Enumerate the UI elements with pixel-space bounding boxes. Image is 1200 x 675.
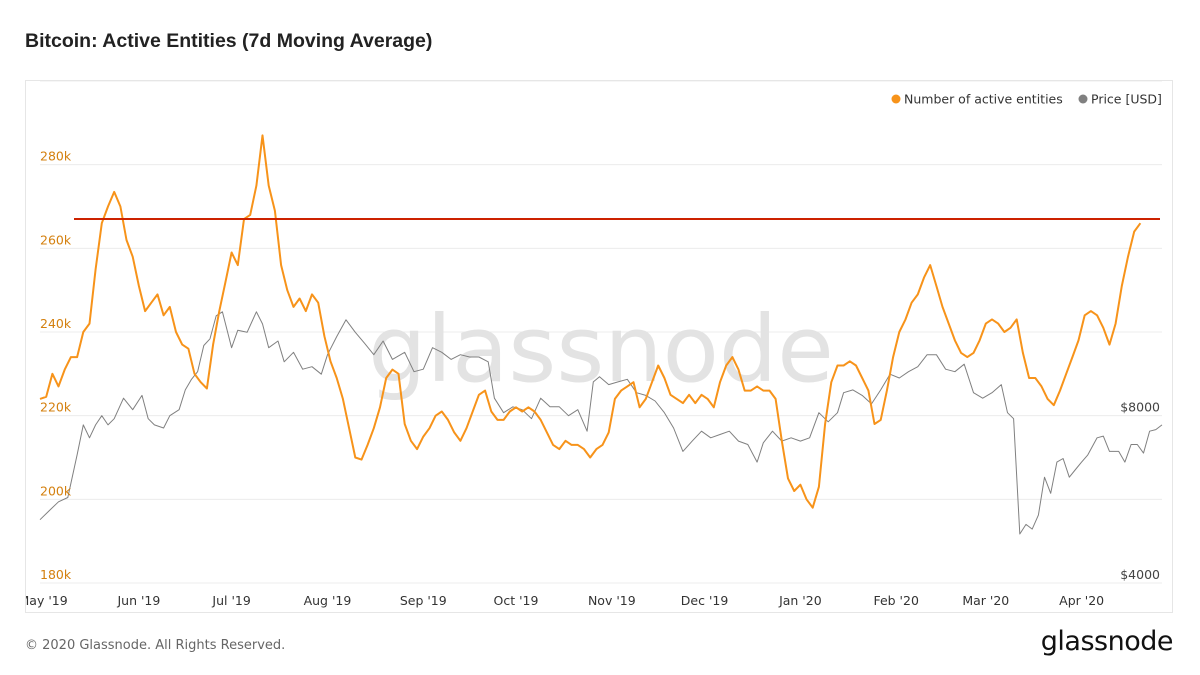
left-axis-tick-label: 240k bbox=[40, 316, 72, 331]
left-axis-tick-label: 220k bbox=[40, 400, 72, 415]
x-axis-tick-label: May '19 bbox=[26, 593, 68, 608]
watermark: glassnode bbox=[368, 296, 834, 403]
glassnode-logo: glassnode bbox=[1040, 626, 1174, 657]
x-axis-tick-label: Aug '19 bbox=[304, 593, 352, 608]
active-entities-series bbox=[39, 134, 1142, 509]
x-axis-tick-label: Apr '20 bbox=[1059, 593, 1104, 608]
chart-panel: glassnode 180k 200k 220k 240k 260k 280k $4000 $… bbox=[25, 80, 1173, 613]
chart-svg: glassnode 180k 200k 220k 240k 260k 280k $4000 $… bbox=[26, 81, 1163, 608]
legend-label: Number of active entities bbox=[904, 92, 1063, 107]
x-axis-tick-label: Dec '19 bbox=[681, 593, 729, 608]
x-axis-tick-label: Nov '19 bbox=[588, 593, 636, 608]
axes: 180k 200k 220k 240k 260k 280k $4000 $8000 May '1… bbox=[26, 149, 1160, 608]
left-axis-tick-label: 180k bbox=[40, 567, 72, 582]
legend-label: Price [USD] bbox=[1091, 92, 1162, 107]
x-axis-tick-label: Mar '20 bbox=[962, 593, 1009, 608]
legend-marker bbox=[891, 94, 901, 104]
right-axis-tick-label: $8000 bbox=[1120, 400, 1160, 415]
left-axis-tick-label: 260k bbox=[40, 232, 72, 247]
gridlines bbox=[40, 81, 1162, 584]
x-axis-tick-label: Jul '19 bbox=[211, 593, 250, 608]
x-axis-tick-label: Jan '20 bbox=[778, 593, 822, 608]
x-axis-tick-label: Oct '19 bbox=[494, 593, 539, 608]
x-axis-tick-label: Jun '19 bbox=[116, 593, 160, 608]
x-axis-tick-label: Feb '20 bbox=[873, 593, 918, 608]
page-title: Bitcoin: Active Entities (7d Moving Aver… bbox=[25, 30, 433, 52]
copyright-text: © 2020 Glassnode. All Rights Reserved. bbox=[25, 638, 286, 653]
price-series bbox=[39, 311, 1163, 535]
active-entities-line bbox=[39, 134, 1142, 509]
x-axis-tick-label: Sep '19 bbox=[400, 593, 447, 608]
price-line bbox=[39, 311, 1163, 535]
left-axis-tick-label: 280k bbox=[40, 149, 72, 164]
right-axis-tick-label: $4000 bbox=[1120, 567, 1160, 582]
left-axis-tick-label: 200k bbox=[40, 483, 72, 498]
legend: Number of active entities Price [USD] bbox=[891, 92, 1162, 107]
legend-marker bbox=[1078, 94, 1088, 104]
